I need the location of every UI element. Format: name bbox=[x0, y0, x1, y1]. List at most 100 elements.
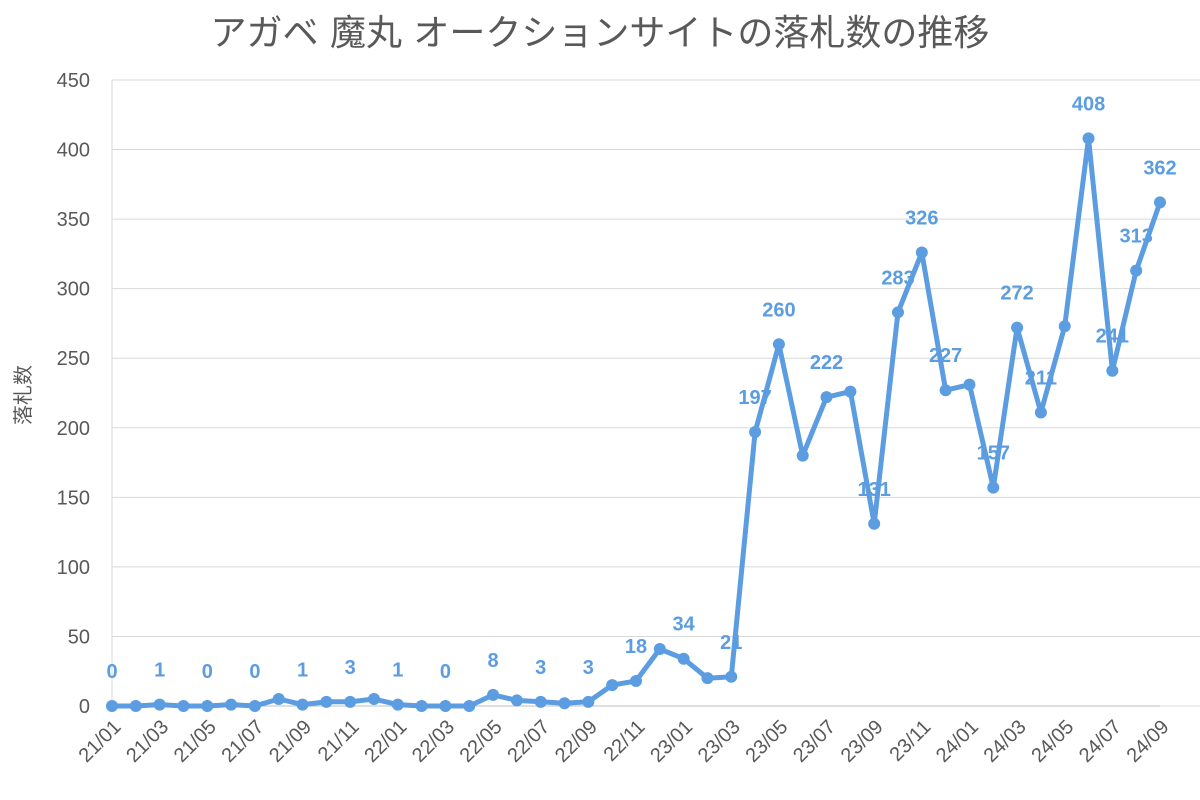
data-point bbox=[248, 700, 261, 712]
x-tick-label: 22/11 bbox=[600, 716, 650, 766]
data-label: 408 bbox=[1072, 93, 1105, 115]
data-label: 362 bbox=[1143, 157, 1176, 179]
data-point bbox=[749, 425, 762, 438]
data-point bbox=[1082, 132, 1095, 145]
data-label: 131 bbox=[857, 479, 890, 501]
data-point bbox=[201, 700, 214, 712]
y-tick-label: 100 bbox=[57, 557, 90, 579]
data-label: 0 bbox=[440, 661, 451, 683]
y-tick-label: 50 bbox=[68, 626, 90, 648]
data-point bbox=[701, 672, 714, 685]
y-tick-label: 150 bbox=[57, 487, 90, 509]
data-point bbox=[844, 385, 857, 398]
x-tick-label: 24/09 bbox=[1123, 716, 1174, 767]
data-point bbox=[725, 670, 738, 683]
y-tick-label: 200 bbox=[57, 418, 90, 440]
data-point bbox=[439, 700, 452, 712]
data-label: 34 bbox=[673, 614, 696, 636]
data-label: 1 bbox=[392, 660, 403, 682]
x-tick-label: 21/09 bbox=[265, 716, 316, 767]
x-tick-label: 22/03 bbox=[408, 716, 459, 767]
chart-title: アガベ 魔丸 オークションサイトの落札数の推移 bbox=[210, 13, 990, 54]
data-label: 8 bbox=[488, 650, 499, 672]
data-point bbox=[320, 695, 333, 708]
y-axis-label: 落札数 bbox=[11, 365, 35, 425]
data-point bbox=[987, 481, 1000, 494]
data-point bbox=[582, 695, 595, 708]
data-point bbox=[630, 674, 642, 687]
data-point bbox=[915, 246, 928, 259]
data-labels: 0 1 0 0 1 3 1 08 3 318342119726022213128332622715… bbox=[106, 93, 1176, 683]
data-point bbox=[1106, 364, 1119, 377]
data-label: 272 bbox=[1000, 283, 1033, 305]
data-point bbox=[892, 306, 904, 319]
x-tick-label: 22/07 bbox=[503, 716, 554, 767]
y-tick-label: 350 bbox=[57, 209, 90, 231]
data-label: 21 bbox=[720, 632, 742, 654]
data-point bbox=[487, 688, 500, 701]
y-tick-label: 250 bbox=[57, 348, 90, 370]
data-label: 260 bbox=[762, 299, 795, 321]
data-point bbox=[868, 517, 881, 530]
x-tick-label: 23/09 bbox=[837, 716, 888, 767]
data-label: 1 bbox=[297, 660, 308, 682]
data-label: 313 bbox=[1119, 226, 1152, 248]
data-point bbox=[796, 449, 809, 462]
x-tick-label: 23/01 bbox=[646, 716, 697, 767]
y-axis-ticks: 0 50 100 150 200 250 300 350 400 450 bbox=[57, 70, 90, 718]
x-tick-label: 21/07 bbox=[217, 716, 268, 767]
data-label: 222 bbox=[810, 352, 843, 374]
data-point bbox=[653, 642, 666, 655]
x-tick-label: 23/05 bbox=[741, 716, 792, 767]
gridlines bbox=[111, 79, 1200, 707]
data-point bbox=[368, 693, 380, 706]
data-point bbox=[820, 391, 833, 404]
data-point bbox=[558, 697, 571, 710]
data-label: 326 bbox=[905, 207, 938, 229]
data-point bbox=[272, 693, 285, 706]
x-tick-label: 21/03 bbox=[122, 716, 173, 767]
y-tick-label: 300 bbox=[57, 279, 90, 301]
series-落札数 bbox=[106, 132, 1166, 712]
data-point bbox=[415, 700, 428, 712]
data-label: 3 bbox=[535, 657, 546, 679]
x-tick-label: 21/01 bbox=[75, 716, 126, 767]
x-tick-label: 22/01 bbox=[360, 716, 411, 767]
data-label: 197 bbox=[738, 387, 771, 409]
data-point bbox=[1130, 264, 1143, 277]
data-label: 283 bbox=[881, 267, 914, 289]
data-label: 0 bbox=[106, 661, 117, 683]
data-point bbox=[1034, 406, 1047, 419]
x-tick-label: 23/07 bbox=[789, 716, 840, 767]
data-label: 0 bbox=[249, 661, 260, 683]
x-tick-label: 23/03 bbox=[694, 716, 745, 767]
x-tick-label: 23/11 bbox=[885, 716, 935, 766]
series-line bbox=[109, 135, 1163, 709]
x-tick-label: 22/05 bbox=[456, 716, 507, 767]
data-label: 227 bbox=[929, 345, 962, 367]
data-point bbox=[153, 698, 166, 711]
y-tick-label: 400 bbox=[57, 140, 90, 162]
data-point bbox=[106, 700, 118, 712]
x-tick-label: 21/11 bbox=[314, 716, 364, 766]
data-point bbox=[963, 378, 976, 391]
data-point bbox=[677, 652, 690, 665]
data-point bbox=[463, 700, 476, 712]
x-tick-label: 24/07 bbox=[1075, 716, 1126, 767]
data-label: 157 bbox=[977, 443, 1010, 465]
x-tick-label: 22/09 bbox=[551, 716, 602, 767]
data-label: 241 bbox=[1096, 326, 1129, 348]
data-point bbox=[1058, 320, 1071, 333]
data-point bbox=[606, 679, 619, 692]
data-label: 3 bbox=[345, 657, 356, 679]
x-tick-label: 24/03 bbox=[980, 716, 1031, 767]
data-label: 0 bbox=[202, 661, 213, 683]
x-axis-ticks: 21/0121/0321/0521/0721/0921/1122/0122/03… bbox=[75, 716, 1174, 767]
data-point bbox=[772, 338, 785, 351]
y-tick-label: 0 bbox=[79, 696, 90, 718]
data-point bbox=[129, 700, 142, 712]
data-point bbox=[296, 698, 309, 711]
data-label: 18 bbox=[625, 636, 647, 658]
data-point bbox=[344, 695, 357, 708]
